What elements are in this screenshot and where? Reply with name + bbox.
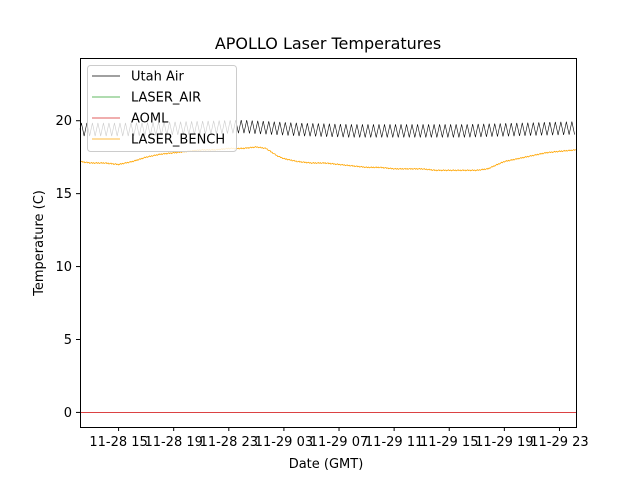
x-tick-label: 11-28 23 (200, 435, 258, 450)
x-tick-label: 11-29 03 (255, 435, 313, 450)
y-axis-title: Temperature (C) (32, 190, 47, 297)
x-tick-label: 11-29 15 (420, 435, 478, 450)
legend-label-laser-bench: LASER_BENCH (131, 133, 225, 148)
plot-area (79, 58, 577, 428)
x-tick-label: 11-28 19 (144, 435, 202, 450)
legend: Utah Air LASER_AIR AOML LASER_BENCH (87, 65, 237, 152)
series-layer (79, 119, 577, 413)
y-tick-label: 20 (55, 114, 72, 129)
x-axis-title: Date (GMT) (289, 457, 364, 472)
legend-label-aoml: AOML (131, 112, 169, 127)
legend-frame (87, 65, 237, 152)
y-tick-label: 15 (55, 187, 72, 202)
x-tick-label: 11-28 15 (89, 435, 147, 450)
plot-frame (80, 58, 577, 428)
y-axis-ticks: 0 5 10 15 20 (55, 114, 80, 421)
y-tick-label: 0 (64, 406, 72, 421)
legend-label-utah-air: Utah Air (131, 70, 184, 85)
x-tick-label: 11-29 11 (365, 435, 423, 450)
legend-label-laser-air: LASER_AIR (131, 91, 201, 106)
x-tick-label: 11-29 23 (530, 435, 588, 450)
x-tick-label: 11-29 19 (475, 435, 533, 450)
y-tick-label: 10 (55, 260, 72, 275)
series-line-laser-bench (79, 146, 577, 172)
chart-title: APOLLO Laser Temperatures (215, 34, 441, 53)
y-tick-label: 5 (64, 333, 72, 348)
x-tick-label: 11-29 07 (310, 435, 368, 450)
